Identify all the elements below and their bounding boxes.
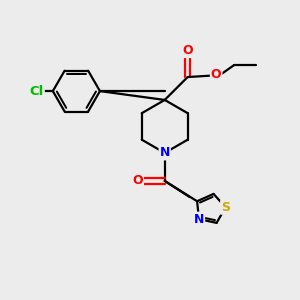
Text: N: N (160, 146, 170, 159)
Text: Cl: Cl (29, 85, 44, 98)
Text: N: N (194, 213, 204, 226)
Text: O: O (182, 44, 193, 57)
Text: O: O (132, 174, 143, 188)
Text: O: O (211, 68, 221, 82)
Text: S: S (221, 201, 230, 214)
